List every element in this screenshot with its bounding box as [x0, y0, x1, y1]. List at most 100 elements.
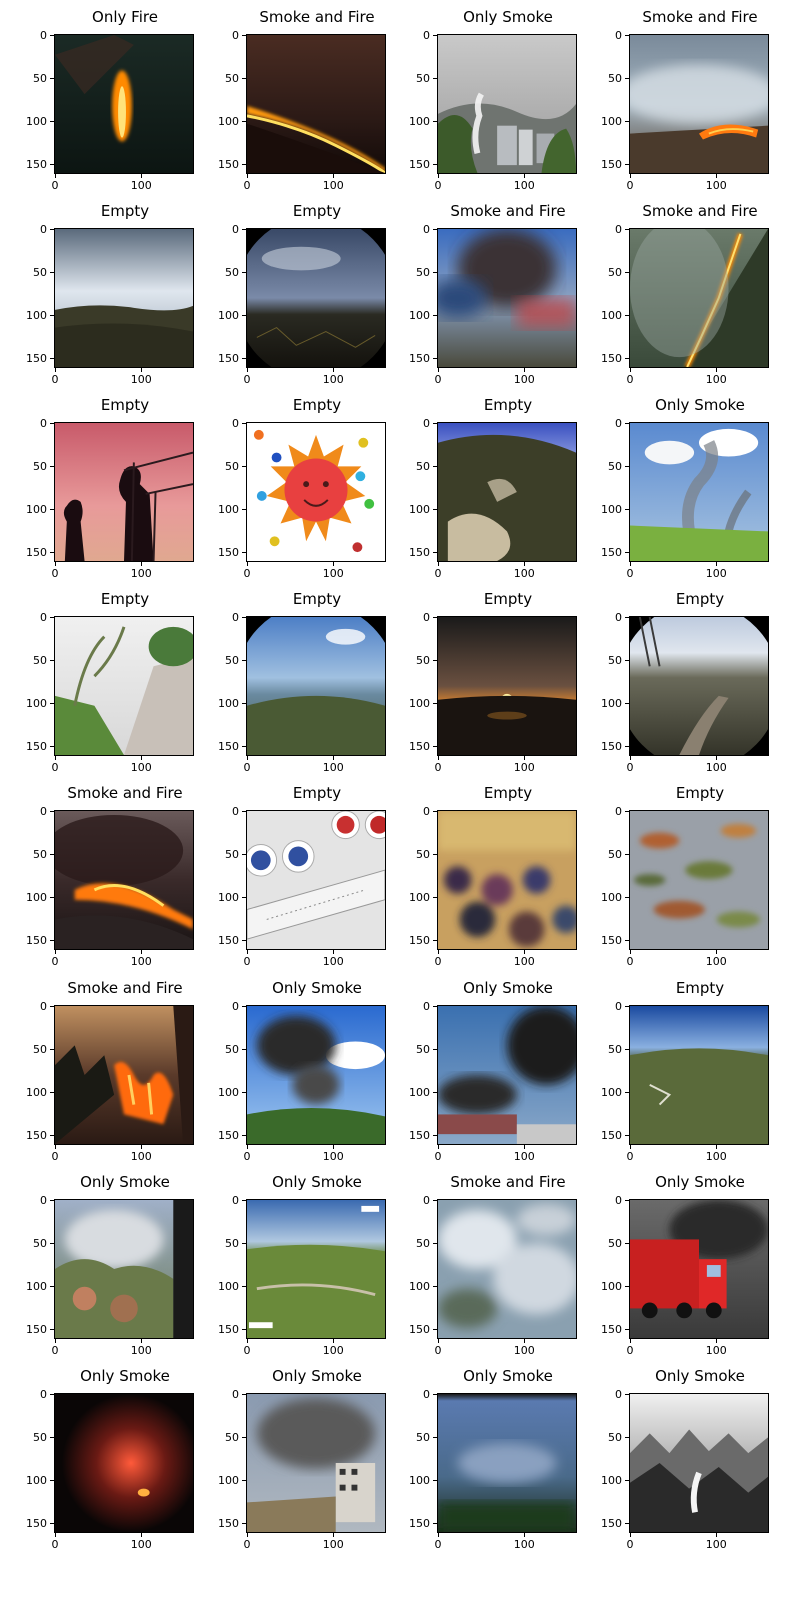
x-tick-label: 100 — [130, 1344, 152, 1357]
y-tick-mark — [433, 35, 437, 36]
panel-title: Empty — [100, 590, 150, 608]
y-tick-label: 100 — [26, 1086, 47, 1100]
x-tick-mark — [333, 368, 335, 372]
y-tick-label: 0 — [40, 1388, 47, 1401]
panel-image — [246, 810, 386, 950]
y-tick-mark — [625, 1049, 629, 1051]
y-tick-label: 0 — [423, 417, 430, 430]
y-tick-mark — [625, 1006, 629, 1007]
x-tick-mark — [55, 368, 56, 372]
scene-image — [438, 423, 576, 561]
y-tick-mark — [242, 121, 246, 123]
panel-image — [54, 422, 194, 562]
y-tick-mark — [50, 940, 54, 942]
y-tick-label: 150 — [409, 740, 430, 754]
y-tick-mark — [433, 1049, 437, 1051]
y-tick-label: 150 — [26, 934, 47, 948]
y-tick-label: 50 — [416, 848, 430, 862]
y-tick-label: 100 — [409, 1280, 430, 1294]
y-tick-mark — [50, 1329, 54, 1331]
y-tick-label: 100 — [218, 891, 239, 905]
image-panel: Empty 0 50 100 150 0 100 — [218, 588, 396, 778]
y-tick-mark — [50, 1286, 54, 1288]
x-tick-mark — [438, 1145, 439, 1149]
x-tick-mark — [438, 562, 439, 566]
y-tick-mark — [625, 358, 629, 360]
x-tick-mark — [247, 368, 248, 372]
y-tick-mark — [50, 466, 54, 468]
y-tick-mark — [242, 1200, 246, 1201]
x-tick-label: 0 — [243, 179, 251, 192]
x-tick-mark — [438, 1533, 439, 1537]
y-tick-mark — [50, 897, 54, 899]
y-tick-label: 100 — [409, 115, 430, 129]
x-tick-mark — [333, 562, 335, 566]
x-tick-mark — [630, 1533, 631, 1537]
y-tick-mark — [625, 466, 629, 468]
y-tick-mark — [242, 164, 246, 166]
x-tick-mark — [716, 1339, 718, 1343]
x-tick-label: 0 — [626, 1150, 634, 1163]
panel-title: Empty — [483, 396, 533, 414]
panel-title: Smoke and Fire — [67, 979, 183, 997]
y-tick-mark — [242, 35, 246, 36]
y-tick-mark — [433, 746, 437, 748]
panel-title: Only Smoke — [272, 1367, 362, 1385]
y-tick-label: 100 — [409, 309, 430, 323]
panel-image — [246, 1005, 386, 1145]
panel-image — [437, 422, 577, 562]
panel-image — [629, 1199, 769, 1339]
y-tick-mark — [625, 1394, 629, 1395]
image-panel: Empty 0 50 100 150 0 100 — [218, 200, 396, 390]
image-panel: Empty 0 50 100 150 0 100 — [409, 588, 587, 778]
y-tick-label: 100 — [601, 697, 622, 711]
panel-image — [629, 1393, 769, 1533]
y-tick-label: 0 — [615, 805, 622, 818]
x-tick-mark — [247, 1339, 248, 1343]
x-tick-label: 100 — [513, 179, 535, 192]
panel-title: Only Smoke — [272, 979, 362, 997]
x-tick-mark — [247, 174, 248, 178]
x-tick-mark — [55, 1533, 56, 1537]
x-tick-label: 0 — [434, 1150, 442, 1163]
x-tick-mark — [524, 1339, 526, 1343]
x-tick-mark — [333, 174, 335, 178]
y-tick-mark — [242, 854, 246, 856]
panel-title: Only Smoke — [655, 1367, 745, 1385]
x-tick-label: 100 — [130, 761, 152, 774]
panel-title: Empty — [292, 590, 342, 608]
x-tick-mark — [438, 950, 439, 954]
panel-title: Empty — [292, 202, 342, 220]
y-tick-label: 100 — [601, 891, 622, 905]
y-tick-label: 50 — [608, 848, 622, 862]
scene-image — [55, 423, 193, 561]
y-tick-label: 0 — [40, 29, 47, 42]
panel-image — [437, 1199, 577, 1339]
y-tick-mark — [242, 1480, 246, 1482]
y-tick-label: 0 — [40, 1000, 47, 1013]
y-tick-label: 150 — [409, 1129, 430, 1143]
x-tick-label: 0 — [51, 955, 59, 968]
scene-image — [55, 35, 193, 173]
panel-title: Only Smoke — [80, 1173, 170, 1191]
y-tick-mark — [242, 940, 246, 942]
y-tick-mark — [50, 423, 54, 424]
y-tick-mark — [625, 703, 629, 705]
image-panel: Only Smoke 0 50 100 150 0 100 — [26, 1171, 204, 1361]
y-tick-label: 150 — [409, 546, 430, 560]
scene-image — [630, 229, 768, 367]
y-tick-label: 50 — [225, 266, 239, 280]
x-tick-mark — [55, 562, 56, 566]
x-tick-mark — [438, 174, 439, 178]
y-tick-mark — [625, 746, 629, 748]
x-tick-label: 100 — [513, 373, 535, 386]
y-tick-mark — [433, 703, 437, 705]
y-tick-label: 50 — [416, 1431, 430, 1445]
y-tick-label: 150 — [409, 934, 430, 948]
y-tick-label: 50 — [33, 1431, 47, 1445]
y-tick-label: 100 — [601, 115, 622, 129]
y-tick-label: 100 — [26, 697, 47, 711]
x-tick-label: 100 — [322, 1150, 344, 1163]
y-tick-label: 150 — [26, 546, 47, 560]
